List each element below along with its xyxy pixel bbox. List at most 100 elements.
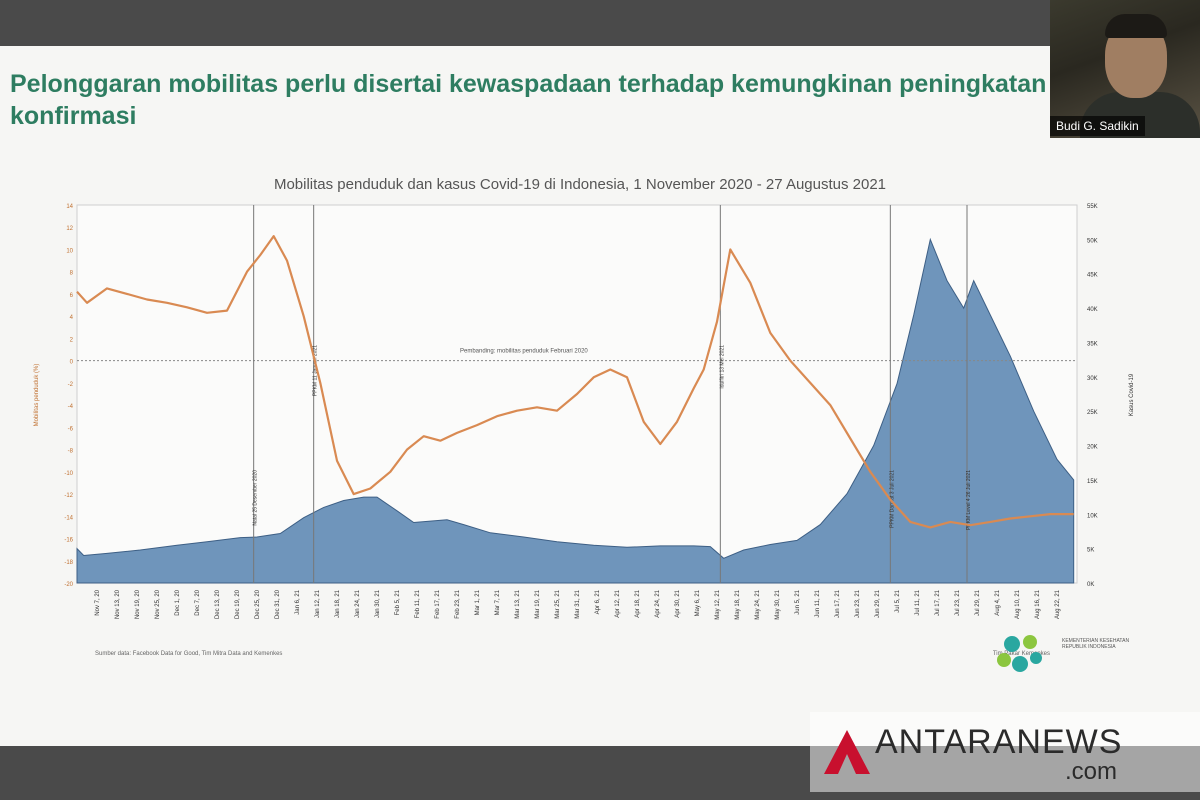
y-left-axis-title: Mobilitas penduduk (%) (34, 364, 40, 427)
x-tick-label: Jun 23, 21 (855, 589, 861, 618)
slide-title-line-1: Pelonggaran mobilitas perlu disertai kew… (10, 70, 1047, 98)
x-tick-label: Mar 1, 21 (475, 589, 481, 615)
x-tick-label: Aug 4, 21 (995, 589, 1001, 615)
x-tick-label: Mar 19, 21 (535, 589, 541, 618)
y-left-tick-label: 8 (70, 271, 74, 277)
y-left-tick-label: 2 (70, 337, 74, 343)
y-left-tick-label: -16 (64, 538, 73, 544)
source-note: Sumber data: Facebook Data for Good, Tim… (95, 651, 283, 657)
event-label: PPKM Darurat 3 Juli 2021 (889, 470, 895, 528)
x-tick-label: Apr 18, 21 (635, 589, 641, 617)
x-tick-label: Aug 16, 21 (1035, 589, 1041, 619)
x-tick-label: Mar 7, 21 (495, 589, 501, 615)
x-tick-label: Nov 7, 20 (95, 589, 101, 615)
y-left-tick-label: -18 (64, 560, 73, 566)
y-left-tick-label: -12 (64, 493, 73, 499)
y-left-tick-label: -6 (68, 426, 74, 432)
x-tick-label: Jan 24, 21 (355, 589, 361, 618)
credit-note: Tim Pakar Kemenkes (992, 651, 1050, 657)
y-right-tick-label: 10K (1087, 513, 1098, 519)
event-label: Natal 25 Desember 2020 (253, 470, 259, 526)
x-tick-label: Jul 11, 21 (915, 589, 921, 615)
y-right-tick-label: 40K (1087, 307, 1098, 313)
x-tick-label: Jan 12, 21 (315, 589, 321, 618)
x-tick-label: Jul 23, 21 (955, 589, 961, 616)
kemenkes-logo-icon (997, 635, 1042, 672)
x-tick-label: Dec 25, 20 (255, 589, 261, 619)
x-tick-label: Apr 30, 21 (675, 589, 681, 617)
x-tick-label: Jul 17, 21 (935, 589, 941, 616)
y-left-tick-label: -10 (64, 471, 73, 477)
kemenkes-logo (990, 630, 1130, 680)
event-label: PPKM 11 Januari 2021 (313, 345, 319, 396)
y-right-tick-label: 5K (1087, 548, 1094, 554)
x-tick-label: Nov 25, 20 (155, 589, 161, 619)
x-tick-label: May 12, 21 (715, 589, 721, 619)
x-tick-label: Apr 24, 21 (655, 589, 661, 617)
event-label: PPKM Level 4 26 Juli 2021 (966, 470, 972, 530)
slide-title: Pelonggaran mobilitas perlu disertai kew… (10, 68, 1050, 132)
x-tick-label: May 6, 21 (695, 589, 701, 616)
x-tick-label: Jul 5, 21 (895, 589, 901, 612)
x-tick-label: Jun 5, 21 (795, 589, 801, 614)
x-tick-label: Jun 11, 21 (815, 589, 821, 617)
event-label: Idulfitri 13 Mei 2021 (719, 345, 725, 389)
watermark-domain: .com (1065, 758, 1118, 785)
x-tick-label: Feb 5, 21 (395, 589, 401, 615)
watermark-brand: ANTARANEWS (875, 723, 1123, 761)
series-cases-area (76, 237, 1075, 584)
kemenkes-logo-text: KEMENTERIAN KESEHATAN REPUBLIK INDONESIA (1062, 638, 1130, 650)
x-tick-label: Mar 31, 21 (575, 589, 581, 618)
x-tick-label: Aug 10, 21 (1015, 589, 1021, 619)
top-bar (0, 0, 1200, 44)
slide-title-line-2: konfirmasi (10, 102, 137, 130)
x-tick-label: Dec 7, 20 (195, 589, 201, 615)
antaranews-logo-icon (824, 730, 870, 774)
x-tick-label: Jun 17, 21 (835, 589, 841, 618)
x-tick-label: Nov 19, 20 (135, 589, 141, 619)
y-left-tick-label: 14 (66, 204, 73, 210)
participant-hair (1105, 14, 1167, 38)
watermark-overlay (810, 712, 1200, 792)
x-tick-label: Jul 29, 21 (975, 589, 981, 616)
y-right-tick-label: 55K (1087, 204, 1098, 210)
y-right-tick-label: 15K (1087, 479, 1098, 485)
participant-video[interactable]: Budi G. Sadikin (1050, 0, 1200, 138)
y-left-tick-label: -20 (64, 582, 73, 588)
chart-title: Mobilitas penduduk dan kasus Covid-19 di… (273, 176, 887, 193)
x-tick-label: Aug 22, 21 (1055, 589, 1061, 619)
participant-name-label: Budi G. Sadikin (1050, 116, 1145, 136)
y-left-tick-label: -8 (68, 449, 74, 455)
x-tick-label: Dec 1, 20 (175, 589, 181, 615)
y-right-tick-label: 20K (1087, 445, 1098, 451)
y-right-tick-label: 50K (1087, 238, 1098, 244)
x-tick-label: May 30, 21 (775, 589, 781, 619)
y-right-tick-label: 35K (1087, 341, 1098, 347)
x-tick-label: Jan 30, 21 (375, 589, 381, 618)
x-tick-label: Dec 13, 20 (215, 589, 221, 619)
series-mobility-line (76, 235, 1074, 529)
x-tick-label: Feb 17, 21 (435, 589, 441, 618)
x-tick-label: Feb 23, 21 (455, 589, 461, 618)
y-left-tick-label: -2 (68, 382, 74, 388)
x-tick-label: Nov 13, 20 (115, 589, 121, 619)
x-tick-label: Mar 25, 21 (555, 589, 561, 618)
x-tick-label: Jan 18, 21 (335, 589, 341, 618)
y-left-tick-label: -14 (64, 515, 73, 521)
y-left-tick-label: 0 (70, 360, 74, 366)
x-tick-label: Dec 19, 20 (235, 589, 241, 619)
x-tick-label: Mar 13, 21 (515, 589, 521, 618)
y-left-tick-label: 12 (66, 226, 73, 232)
x-tick-label: May 18, 21 (735, 589, 741, 619)
x-tick-label: Jun 29, 21 (875, 589, 881, 618)
mobility-cases-chart: Pembanding: mobilitas penduduk Februari … (34, 204, 1135, 620)
y-right-tick-label: 30K (1087, 376, 1098, 382)
x-tick-label: Dec 31, 20 (275, 589, 281, 619)
y-right-tick-label: 45K (1087, 273, 1098, 279)
baseline-label: Pembanding: mobilitas penduduk Februari … (460, 349, 588, 355)
x-tick-label: May 24, 21 (755, 589, 761, 619)
y-left-tick-label: 10 (66, 248, 73, 254)
y-right-tick-label: 0K (1087, 582, 1094, 588)
x-tick-label: Apr 12, 21 (615, 589, 621, 617)
y-left-tick-label: 6 (70, 293, 74, 299)
